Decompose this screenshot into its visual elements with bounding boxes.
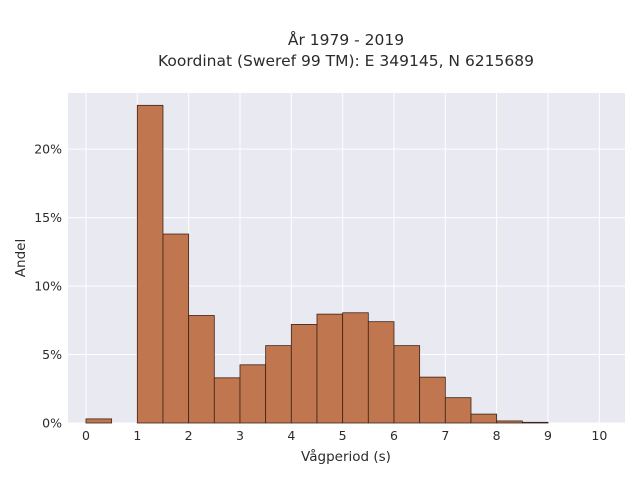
histogram-bar (393, 345, 421, 424)
histogram-bar (188, 315, 215, 424)
histogram-bar (470, 413, 498, 424)
histogram-bar (239, 364, 267, 424)
x-tick-label: 2 (185, 428, 193, 443)
x-tick-label: 4 (287, 428, 295, 443)
histogram-bar (444, 397, 472, 424)
x-axis-ticks: 0 1 2 3 4 5 6 7 8 9 10 (82, 428, 607, 443)
chart-title-line-2: Koordinat (Sweref 99 TM): E 349145, N 62… (158, 52, 534, 70)
x-tick-label: 10 (591, 428, 607, 443)
x-tick-label: 6 (390, 428, 398, 443)
histogram-bar (367, 321, 395, 424)
histogram-bar (290, 324, 318, 424)
histogram-bar (342, 312, 369, 424)
x-axis-label: Vågperiod (s) (301, 448, 391, 465)
histogram-bar (136, 104, 164, 424)
histogram-bar (316, 313, 344, 424)
x-tick-label: 0 (82, 428, 90, 443)
y-tick-label: 20% (34, 142, 62, 157)
histogram-bar (265, 345, 292, 424)
x-tick-label: 9 (544, 428, 552, 443)
y-tick-label: 15% (34, 210, 62, 225)
histogram-bar (213, 377, 241, 424)
y-axis-label: Andel (13, 239, 29, 277)
y-tick-label: 10% (34, 279, 62, 294)
chart-title-line-1: År 1979 - 2019 (288, 30, 404, 49)
x-tick-label: 3 (236, 428, 244, 443)
x-tick-label: 5 (339, 428, 347, 443)
x-tick-label: 1 (133, 428, 141, 443)
y-tick-label: 5% (42, 347, 62, 362)
histogram-bar (162, 233, 190, 424)
histogram-bar (85, 418, 113, 424)
bars (85, 104, 549, 424)
x-tick-label: 7 (441, 428, 449, 443)
y-tick-label: 0% (42, 416, 62, 431)
histogram-bar (419, 376, 446, 424)
x-tick-label: 8 (493, 428, 501, 443)
histogram-bar (496, 420, 523, 424)
y-axis-ticks: 0% 5% 10% 15% 20% (34, 142, 62, 431)
histogram-bar (521, 421, 549, 424)
